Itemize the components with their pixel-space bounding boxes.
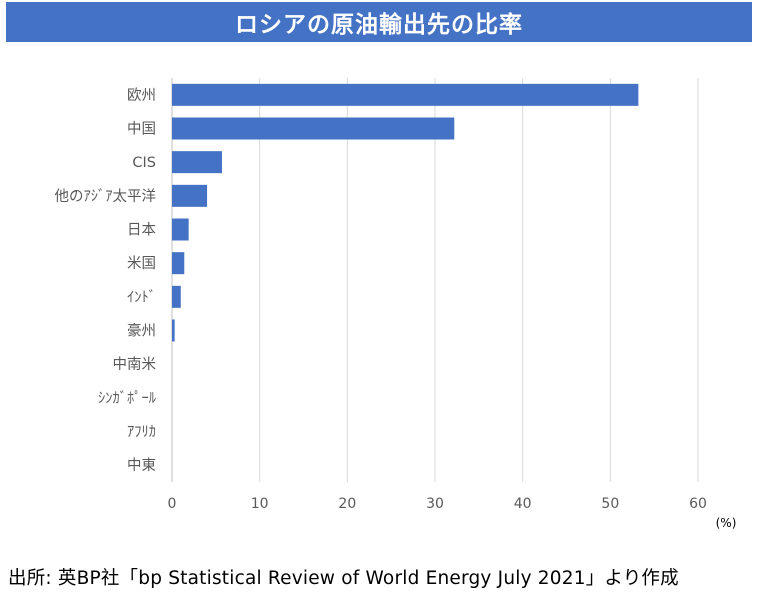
category-label: 他のｱｼﾞｱ太平洋 bbox=[55, 188, 157, 205]
x-tick-label: 0 bbox=[168, 496, 177, 512]
bar-series bbox=[172, 83, 639, 342]
bar bbox=[172, 218, 189, 241]
x-tick-label: 50 bbox=[601, 496, 619, 512]
bar bbox=[172, 83, 639, 106]
category-label: 中南米 bbox=[113, 356, 157, 373]
category-label: ｲﾝﾄﾞ bbox=[127, 289, 156, 306]
category-label: 日本 bbox=[127, 222, 156, 239]
x-tick-label: 10 bbox=[251, 496, 269, 512]
x-tick-label: 20 bbox=[338, 496, 356, 512]
chart-title: ロシアの原油輸出先の比率 bbox=[235, 12, 523, 38]
category-label: 米国 bbox=[127, 255, 156, 272]
source-note: 出所: 英BP社「bp Statistical Review of World … bbox=[8, 568, 679, 589]
bar bbox=[172, 319, 175, 342]
bar bbox=[172, 117, 455, 140]
bar bbox=[172, 151, 222, 174]
gridlines bbox=[171, 78, 699, 482]
category-label: 豪州 bbox=[127, 323, 156, 340]
category-label: ｼﾝｶﾞﾎﾟｰﾙ bbox=[98, 390, 157, 407]
bar bbox=[172, 184, 208, 207]
category-label: ｱﾌﾘｶ bbox=[127, 425, 156, 441]
x-tick-label: 30 bbox=[426, 496, 444, 512]
category-label: 中東 bbox=[127, 457, 156, 474]
category-label: CIS bbox=[132, 155, 156, 171]
category-label: 中国 bbox=[127, 121, 156, 138]
bar bbox=[172, 252, 185, 275]
x-tick-label: 60 bbox=[689, 496, 707, 512]
chart-title-banner: ロシアの原油輸出先の比率 bbox=[6, 2, 752, 42]
category-label: 欧州 bbox=[127, 87, 156, 104]
x-tick-labels: 0 10 20 30 40 50 60 bbox=[168, 496, 707, 512]
x-axis-unit: (%) bbox=[716, 516, 737, 530]
bar bbox=[172, 285, 181, 308]
x-tick-label: 40 bbox=[514, 496, 532, 512]
